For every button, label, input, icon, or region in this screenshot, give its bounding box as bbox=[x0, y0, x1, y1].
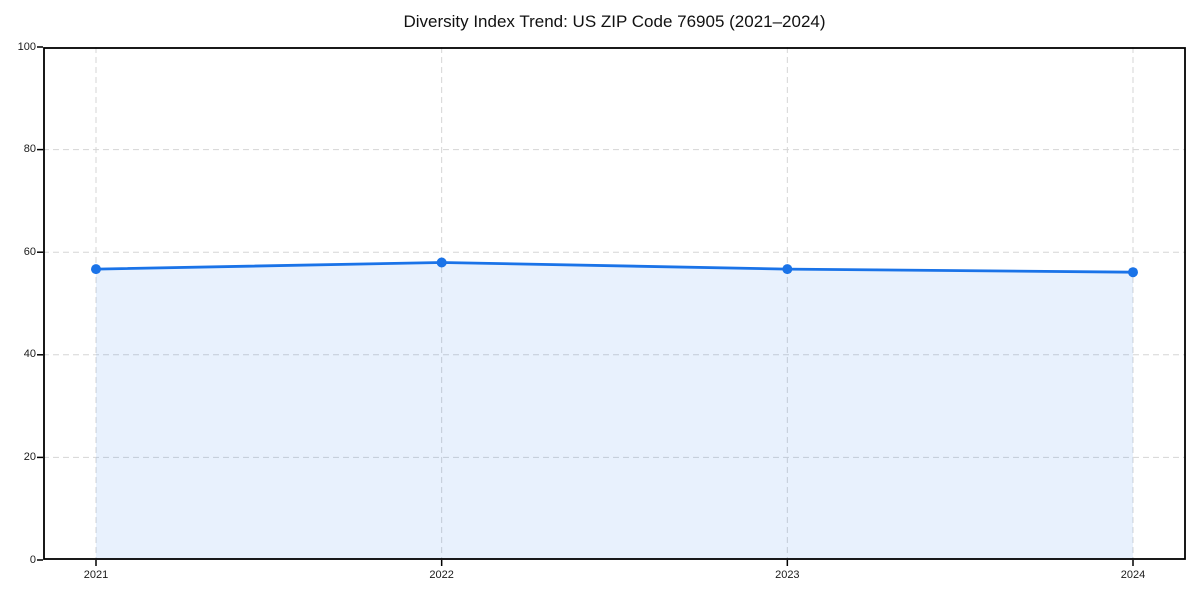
y-tick-label: 60 bbox=[23, 245, 36, 258]
y-tick-label: 80 bbox=[23, 143, 36, 156]
data-point-marker bbox=[436, 257, 447, 268]
y-tick-label: 40 bbox=[23, 348, 36, 361]
x-tick-label: 2022 bbox=[429, 569, 454, 581]
plot-spines bbox=[43, 47, 1186, 560]
x-tick-label: 2021 bbox=[83, 569, 109, 581]
data-point-marker bbox=[91, 264, 101, 275]
data-line bbox=[95, 261, 1134, 274]
y-tick-label: 20 bbox=[23, 450, 36, 463]
x-tick-label: 2023 bbox=[775, 569, 800, 581]
y-tick-label: 100 bbox=[17, 40, 36, 53]
data-point-marker bbox=[782, 264, 793, 275]
area-fill bbox=[96, 262, 1133, 560]
x-tick-label: 2024 bbox=[1120, 569, 1146, 581]
line-area-chart bbox=[37, 46, 1186, 566]
data-point-marker bbox=[1128, 267, 1138, 278]
plot-area bbox=[37, 46, 1186, 566]
chart-title: Diversity Index Trend: US ZIP Code 76905… bbox=[403, 12, 826, 31]
y-tick-label: 0 bbox=[29, 553, 36, 566]
